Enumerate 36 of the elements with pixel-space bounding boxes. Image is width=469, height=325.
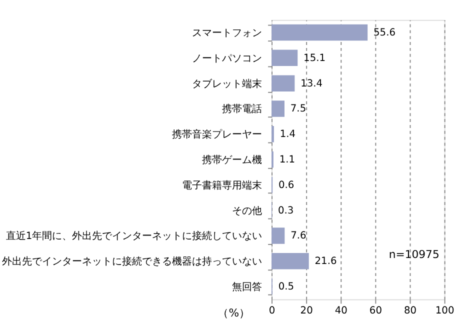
y-tick-label: 携帯音楽プレーヤー (172, 128, 262, 141)
data-label: 7.6 (290, 230, 306, 242)
bar (272, 50, 298, 66)
bar (272, 100, 284, 117)
x-tick-label: 0 (268, 306, 276, 317)
x-tick-label: 100 (435, 306, 454, 317)
x-axis-title: （%） (218, 306, 250, 320)
data-label: 13.4 (300, 78, 323, 90)
x-tick-label: 20 (300, 306, 313, 317)
y-tick-label: スマートフォン (192, 28, 262, 39)
y-tick-label: 電子書籍専用端末 (182, 179, 262, 192)
data-label: 55.6 (374, 27, 396, 38)
y-tick-label: タブレット端末 (192, 78, 262, 90)
y-tick-label: 無回答 (232, 281, 262, 294)
x-tick-label: 80 (404, 306, 417, 317)
y-tick-label: 直近1年間に、外出先でインターネットに接続していない (6, 230, 262, 242)
data-label: 1.4 (280, 129, 296, 140)
data-label: 0.6 (278, 180, 294, 191)
bar (272, 75, 295, 92)
bar (272, 24, 368, 41)
data-label: 0.3 (278, 205, 294, 216)
bar (272, 253, 309, 270)
y-tick-label: 携帯電話 (222, 103, 262, 116)
data-label: 7.5 (290, 104, 306, 115)
y-tick-label: ノートパソコン (192, 53, 262, 64)
data-label: 1.1 (279, 154, 296, 166)
x-tick-label: 40 (334, 306, 348, 317)
annotation: n=10975 (388, 248, 440, 261)
bar (272, 228, 285, 244)
data-label: 21.6 (314, 256, 337, 268)
y-tick-label: 外出先でインターネットに接続できる機器は持っていない (2, 256, 262, 268)
data-label: 15.1 (304, 52, 326, 64)
y-tick-label: 携帯ゲーム機 (202, 154, 262, 166)
x-tick-label: 60 (369, 306, 382, 317)
y-tick-label: その他 (232, 204, 262, 217)
data-label: 0.5 (278, 282, 294, 293)
